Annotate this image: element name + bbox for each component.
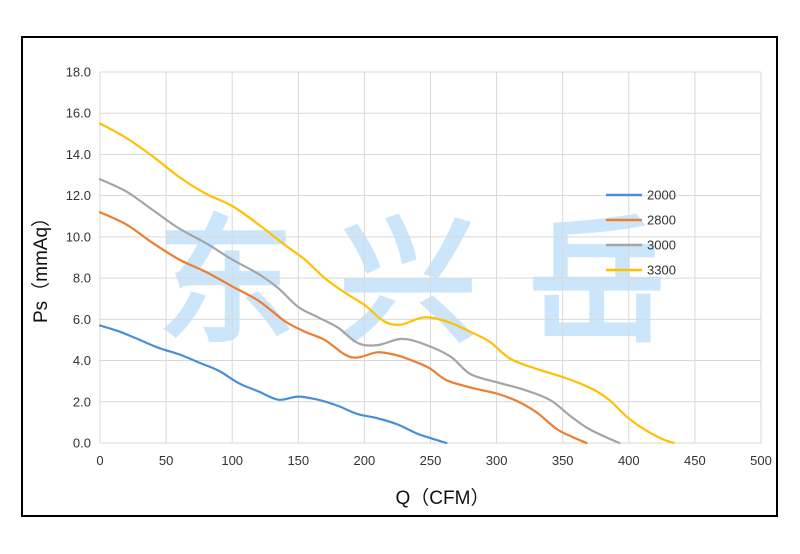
x-tick-label: 0 bbox=[96, 453, 103, 468]
y-tick-label: 12.0 bbox=[66, 188, 91, 203]
watermark: 东兴岳 bbox=[157, 202, 666, 363]
x-axis-title: Q（CFM） bbox=[396, 487, 490, 509]
series-lines bbox=[98, 122, 675, 445]
y-tick-label: 6.0 bbox=[73, 312, 91, 327]
series-line-2000 bbox=[98, 324, 448, 445]
series-line-3000 bbox=[98, 178, 621, 445]
x-tick-label: 100 bbox=[221, 453, 243, 468]
y-tick-label: 4.0 bbox=[73, 353, 91, 368]
y-tick-label: 14.0 bbox=[66, 147, 91, 162]
x-tick-label: 500 bbox=[750, 453, 772, 468]
x-tick-label: 200 bbox=[354, 453, 376, 468]
legend: 2000 2800 3000 3300 bbox=[606, 188, 676, 278]
x-tick-label: 50 bbox=[159, 453, 173, 468]
series-line-3300 bbox=[98, 122, 675, 445]
y-tick-label: 2.0 bbox=[73, 394, 91, 409]
legend-label-3000: 3000 bbox=[647, 238, 676, 253]
x-tick-label: 450 bbox=[684, 453, 706, 468]
grid bbox=[99, 71, 762, 444]
x-tick-label: 150 bbox=[287, 453, 309, 468]
tick-labels: 0 50 100 150 200 250 300 350 400 450 500 0.0 2.0 4.0 6… bbox=[66, 65, 772, 469]
x-tick-label: 400 bbox=[618, 453, 640, 468]
watermark-char: 兴 bbox=[339, 202, 477, 363]
x-tick-label: 300 bbox=[486, 453, 508, 468]
x-tick-label: 350 bbox=[552, 453, 574, 468]
y-tick-label: 10.0 bbox=[66, 229, 91, 244]
legend-label-3300: 3300 bbox=[647, 263, 676, 278]
legend-label-2000: 2000 bbox=[647, 188, 676, 203]
chart-frame: 东兴岳 0 50 100 150 200 250 300 350 400 450 500 0.0 2.0… bbox=[21, 36, 778, 517]
x-tick-label: 250 bbox=[420, 453, 442, 468]
y-tick-label: 0.0 bbox=[73, 436, 91, 451]
y-tick-label: 8.0 bbox=[73, 271, 91, 286]
watermark-char: 岳 bbox=[528, 202, 666, 363]
y-axis-title: Ps（mmAq） bbox=[30, 208, 52, 323]
legend-label-2800: 2800 bbox=[647, 213, 676, 228]
y-tick-label: 16.0 bbox=[66, 106, 91, 121]
line-chart: 东兴岳 0 50 100 150 200 250 300 350 400 450 500 0.0 2.0… bbox=[30, 65, 772, 510]
y-tick-label: 18.0 bbox=[66, 65, 91, 80]
series-line-2800 bbox=[98, 211, 588, 445]
